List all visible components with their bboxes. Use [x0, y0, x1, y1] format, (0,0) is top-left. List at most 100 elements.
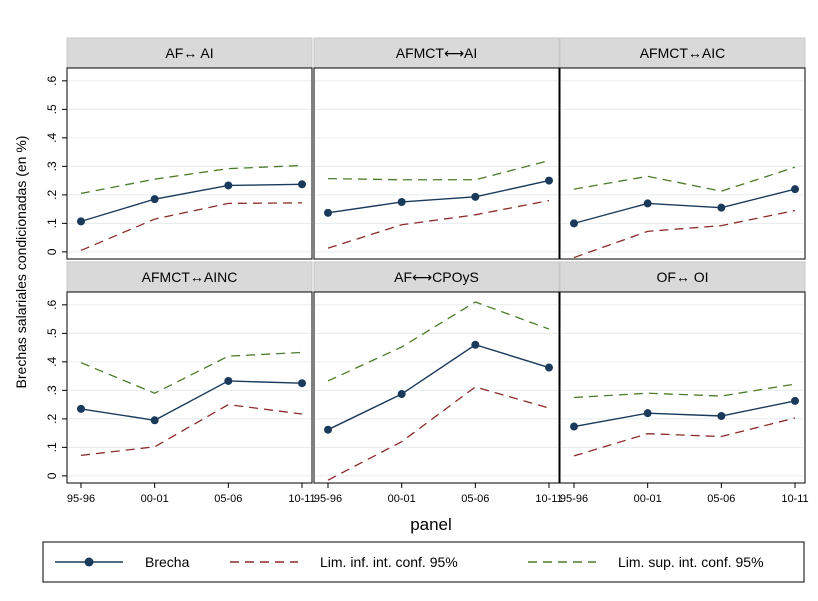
panel-title: AFMCT↔AINC: [142, 269, 238, 285]
y-tick-label: .1: [45, 218, 59, 228]
brecha-point: [545, 363, 553, 372]
brecha-point: [150, 416, 159, 425]
y-tick-label: .2: [45, 190, 59, 200]
legend-label-inf: Lim. inf. int. conf. 95%: [320, 554, 458, 570]
brecha-point: [643, 199, 652, 208]
y-axis-label: Brechas salariales condicionadas (en %): [13, 136, 29, 389]
panels-layer: AF↔ AI 0 .1 .2 .3 .4 .5 .6 AFMCT⟷AI AFMCT↔AIC AFMC…: [45, 37, 809, 505]
panel-1: AF↔ AI 0 .1 .2 .3 .4 .5 .6: [45, 37, 313, 260]
y-tick-label: .5: [45, 328, 59, 338]
panel-title: OF↔ OI: [656, 269, 708, 285]
series-line-sup: [80, 351, 303, 394]
series-line-inf: [80, 403, 303, 456]
plot-area: [313, 67, 560, 260]
legend-label-sup: Lim. sup. int. conf. 95%: [618, 554, 764, 570]
y-tick-label: .6: [45, 300, 59, 310]
brecha-point: [570, 422, 578, 431]
x-tick-label: 05-06: [214, 493, 242, 505]
x-tick-label: 05-06: [707, 493, 735, 505]
legend-box: [42, 541, 805, 583]
panel-title: AF⟷CPOyS: [394, 269, 479, 285]
series-line-inf: [327, 199, 550, 249]
y-tick-label: .1: [45, 442, 59, 452]
brecha-point: [570, 219, 578, 228]
series-line-sup: [80, 164, 303, 195]
panel-header: [559, 37, 806, 69]
brecha-point: [77, 404, 85, 413]
y-tick-label: .3: [45, 385, 59, 395]
series-line-brecha: [80, 183, 303, 223]
panel-header: [559, 261, 806, 293]
y-tick-label: .2: [45, 414, 59, 424]
brecha-point: [471, 192, 480, 201]
brecha-point: [324, 425, 332, 434]
brecha-point: [77, 217, 85, 226]
brecha-point: [791, 185, 799, 194]
series-line-brecha: [573, 188, 796, 225]
brecha-point: [545, 176, 553, 185]
brecha-point: [397, 197, 406, 206]
plot-area: [313, 291, 560, 484]
panel-4: AFMCT↔AINC 0 .1 .2 .3 .4 .5 .6 95-96 00-01 05-06 10…: [45, 261, 316, 505]
x-tick-label: 10-11: [535, 493, 562, 505]
x-tick-label: 95-96: [67, 493, 95, 505]
brecha-point: [397, 390, 406, 399]
x-tick-label: 95-96: [314, 493, 342, 505]
series-line-brecha: [327, 179, 550, 214]
panel-2: AFMCT⟷AI: [313, 37, 560, 260]
brecha-point: [298, 379, 306, 388]
x-tick-label: 95-96: [560, 493, 588, 505]
legend-label-brecha: Brecha: [145, 554, 190, 570]
panel-title: AF↔ AI: [165, 45, 213, 61]
series-line-sup: [573, 166, 796, 192]
series-line-sup: [573, 383, 796, 399]
brecha-point: [791, 396, 799, 405]
legend: Brecha Lim. inf. int. conf. 95% Lim. sup. …: [42, 541, 805, 583]
plot-area: [66, 291, 313, 484]
panel-title: AFMCT↔AIC: [640, 45, 726, 61]
brecha-point: [324, 208, 332, 217]
y-tick-label: 0: [45, 248, 59, 255]
x-tick-label: 10-11: [288, 493, 315, 505]
series-line-brecha: [80, 380, 303, 422]
y-tick-label: .6: [45, 76, 59, 86]
brecha-point: [298, 180, 306, 189]
panel-header: [313, 261, 560, 293]
series-line-inf: [573, 417, 796, 457]
series-line-sup: [327, 160, 550, 181]
panel-6: OF↔ OI 95-96 00-01 05-06 10-11: [559, 261, 809, 505]
series-line-brecha: [573, 400, 796, 428]
y-tick-label: .3: [45, 161, 59, 171]
x-tick-label: 00-01: [634, 493, 662, 505]
plot-area: [559, 291, 806, 484]
y-tick-label: .4: [45, 357, 59, 367]
y-tick-label: .4: [45, 133, 59, 143]
plot-area: [66, 67, 313, 260]
x-tick-label: 00-01: [141, 493, 169, 505]
x-tick-label: 05-06: [461, 493, 489, 505]
legend-marker: [84, 557, 94, 567]
x-axis-label: panel: [410, 515, 452, 534]
y-tick-label: 0: [45, 472, 59, 479]
plot-area: [559, 67, 806, 260]
brecha-point: [224, 181, 233, 190]
brecha-point: [150, 195, 159, 204]
x-tick-label: 00-01: [388, 493, 416, 505]
brecha-point: [643, 409, 652, 418]
series-line-inf: [327, 386, 550, 481]
x-tick-label: 10-11: [781, 493, 808, 505]
panel-header: [66, 37, 313, 69]
panel-title: AFMCT⟷AI: [396, 45, 478, 61]
brecha-point: [717, 203, 726, 212]
y-tick-label: .5: [45, 104, 59, 114]
panel-5: AF⟷CPOyS 95-96 00-01 05-06 10-11: [313, 261, 563, 505]
series-line-brecha: [327, 343, 550, 431]
brecha-point: [717, 412, 726, 421]
brecha-point: [224, 376, 233, 385]
panel-3: AFMCT↔AIC: [559, 37, 806, 260]
series-line-sup: [327, 301, 550, 382]
brecha-point: [471, 340, 480, 349]
panel-header: [66, 261, 313, 293]
panel-header: [313, 37, 560, 69]
